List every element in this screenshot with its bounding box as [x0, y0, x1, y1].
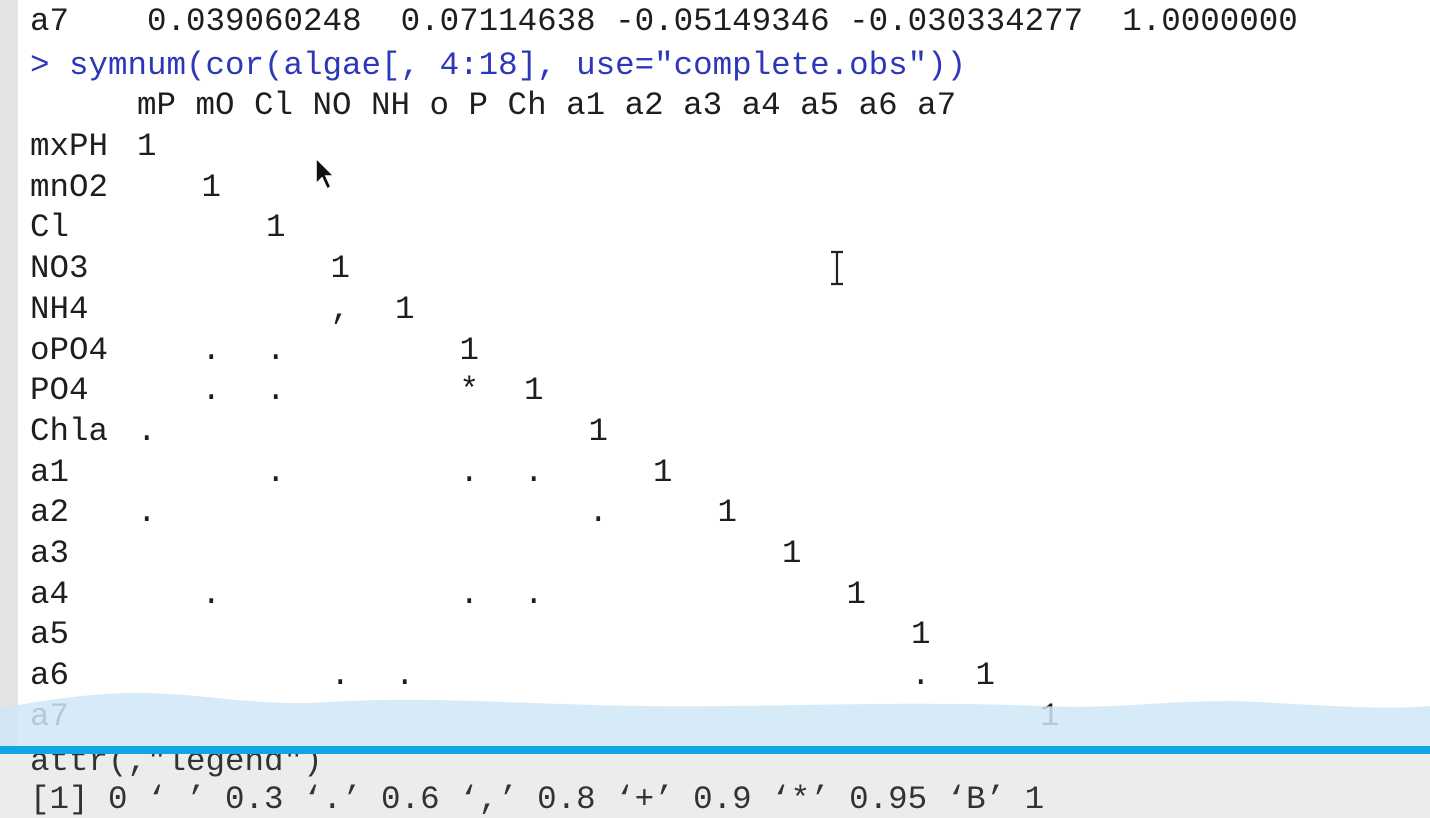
accent-divider	[0, 746, 1430, 754]
symnum-header: mP mO Cl NO NH o P Ch a1 a2 a3 a4 a5 a6 …	[137, 87, 957, 124]
matrix-cell: .	[395, 657, 415, 695]
previous-output-line: a7 0.039060248 0.07114638 -0.05149346 -0…	[30, 2, 1298, 42]
row-label-a6: a6	[30, 657, 70, 695]
row-label-mno2: mnO2	[30, 168, 109, 206]
row-label-chla: Chla	[30, 412, 109, 450]
row-label-po4: PO4	[30, 372, 89, 410]
row-label-a7: a7	[30, 697, 70, 735]
matrix-cell: 1	[1040, 697, 1060, 735]
matrix-cell: .	[266, 331, 286, 369]
matrix-cell: ,	[330, 290, 351, 328]
matrix-cell: .	[201, 331, 222, 369]
matrix-cell: 1	[524, 372, 544, 410]
row-label-opo4: oPO4	[30, 331, 109, 369]
matrix-cell: 1	[653, 453, 673, 491]
matrix-cell: 1	[459, 331, 480, 369]
mouse-pointer-icon	[315, 156, 336, 191]
matrix-cell: *	[459, 372, 480, 410]
matrix-cell: 1	[846, 575, 867, 613]
matrix-cell: .	[137, 412, 157, 450]
row-label-a3: a3	[30, 535, 70, 572]
row-label-nh4: NH4	[30, 290, 89, 328]
matrix-cell: 1	[137, 128, 157, 165]
text-cursor-icon	[831, 250, 843, 286]
attr-legend-line: attr(,"legend")	[30, 754, 323, 780]
matrix-cell: .	[330, 657, 351, 695]
matrix-cell: 1	[911, 616, 931, 654]
matrix-cell: .	[459, 575, 480, 613]
matrix-cell: 1	[717, 494, 738, 532]
watermark-overlay	[0, 692, 1430, 754]
previous-output-values: 0.039060248 0.07114638 -0.05149346 -0.03…	[147, 3, 1298, 40]
previous-output-row-label: a7	[30, 3, 70, 40]
row-label-cl: Cl	[30, 209, 70, 247]
matrix-cell: .	[911, 657, 931, 695]
console-bottom-output: attr(,"legend") [1] 0 ‘ ’ 0.3 ‘.’ 0.6 ‘,…	[0, 754, 1430, 818]
matrix-cell: .	[201, 372, 222, 410]
console-gutter	[0, 0, 18, 818]
row-label-a4: a4	[30, 575, 70, 613]
matrix-cell: .	[201, 575, 222, 613]
matrix-cell: .	[459, 453, 480, 491]
matrix-cell: 1	[975, 657, 996, 695]
matrix-cell: 1	[330, 250, 351, 288]
row-label-a5: a5	[30, 616, 70, 654]
matrix-cell: 1	[588, 412, 609, 450]
row-label-a2: a2	[30, 494, 70, 532]
matrix-cell: .	[266, 453, 286, 491]
matrix-cell: .	[137, 494, 157, 532]
matrix-cell: .	[524, 575, 544, 613]
row-label-a1: a1	[30, 453, 70, 491]
row-label-mxph: mxPH	[30, 128, 109, 165]
matrix-cell: 1	[266, 209, 286, 247]
command-line[interactable]: > symnum(cor(algae[, 4:18], use="complet…	[30, 47, 967, 84]
matrix-cell: 1	[201, 168, 222, 206]
matrix-cell: .	[588, 494, 609, 532]
matrix-cell: 1	[782, 535, 802, 572]
matrix-cell: .	[266, 372, 286, 410]
matrix-cell: 1	[395, 290, 415, 328]
matrix-cell: .	[524, 453, 544, 491]
row-label-no3: NO3	[30, 250, 89, 288]
legend-values-line: [1] 0 ‘ ’ 0.3 ‘.’ 0.6 ‘,’ 0.8 ‘+’ 0.9 ‘*…	[30, 781, 1045, 818]
